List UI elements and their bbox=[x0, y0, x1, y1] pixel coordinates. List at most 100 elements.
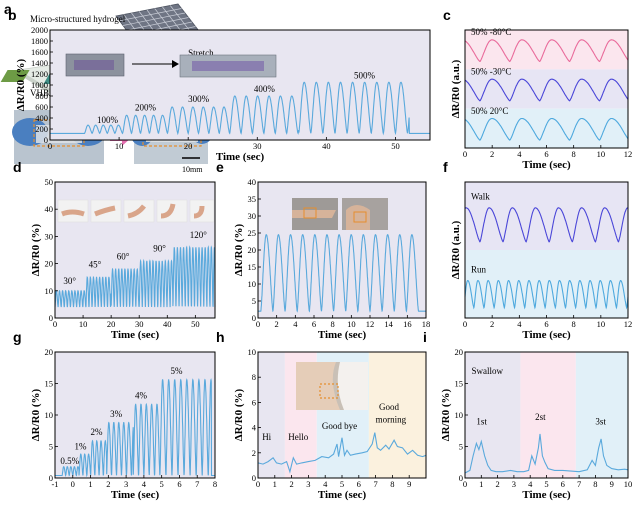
x-tick-label: 2 bbox=[289, 479, 293, 489]
plot-background bbox=[50, 30, 430, 140]
x-tick-label: 4 bbox=[142, 479, 147, 489]
region-band bbox=[520, 352, 576, 478]
annotation-label: 400% bbox=[254, 84, 276, 94]
annotation-label: morning bbox=[376, 415, 407, 425]
x-axis-title: Time (sec) bbox=[111, 489, 160, 501]
y-tick-label: 10 bbox=[455, 410, 464, 420]
y-tick-label: 40 bbox=[248, 177, 257, 187]
annotation-label: Hello bbox=[288, 432, 308, 442]
y-tick-label: 15 bbox=[248, 262, 257, 272]
hydrogel-patch bbox=[0, 70, 30, 82]
x-tick-label: 40 bbox=[322, 141, 331, 151]
y-tick-label: 30 bbox=[45, 231, 54, 241]
x-tick-label: 6 bbox=[357, 479, 361, 489]
y-tick-label: 40 bbox=[45, 204, 54, 214]
y-tick-label: 8 bbox=[252, 372, 256, 382]
annotation-label: 90° bbox=[153, 243, 166, 253]
region-band bbox=[465, 352, 521, 478]
y-tick-label: 0 bbox=[252, 473, 256, 483]
inset-photo-h bbox=[296, 362, 368, 410]
panel-b: 0 10 20 30 40 50 02004006008001000120014001600… bbox=[8, 7, 431, 163]
inset-photo-b bbox=[65, 53, 277, 78]
panel-letter: a bbox=[4, 1, 12, 17]
y-tick-label: 10 bbox=[248, 279, 257, 289]
y-tick-label: 10 bbox=[45, 410, 54, 420]
y-tick-label: 1400 bbox=[31, 58, 48, 68]
x-tick-label: 6 bbox=[544, 319, 548, 329]
y-tick-label: 5 bbox=[49, 442, 53, 452]
series-label: 50% -30°C bbox=[471, 66, 511, 76]
x-tick-label: 4 bbox=[517, 149, 522, 159]
y-tick-label: 5 bbox=[252, 296, 256, 306]
panel-f: Walk Run 0 2 4 6 8 10 12 Time (sec) ΔR/R0 (a.u.) f bbox=[443, 159, 632, 341]
region-band bbox=[575, 352, 628, 478]
annotation-label: 2st bbox=[535, 412, 546, 422]
x-axis-title: Time (sec) bbox=[522, 329, 571, 341]
x-tick-label: 7 bbox=[195, 479, 199, 489]
x-axis-title: Time (sec) bbox=[318, 329, 367, 341]
y-tick-label: 1000 bbox=[31, 80, 48, 90]
x-tick-label: 6 bbox=[561, 479, 565, 489]
x-axis-title: Time (sec) bbox=[522, 159, 571, 171]
row-band bbox=[465, 250, 628, 318]
x-tick-label: 4 bbox=[517, 319, 522, 329]
series-line bbox=[464, 117, 629, 141]
hydrogel-label: Micro-structured hydrogel bbox=[30, 14, 126, 24]
x-tick-label: 10 bbox=[347, 319, 356, 329]
x-tick-label: 20 bbox=[184, 141, 193, 151]
x-tick-label: 0 bbox=[53, 319, 57, 329]
x-tick-label: 30 bbox=[253, 141, 262, 151]
x-tick-label: 8 bbox=[390, 479, 394, 489]
x-tick-label: 10 bbox=[597, 319, 606, 329]
series-line bbox=[464, 207, 629, 243]
x-axis-title: Time (sec) bbox=[318, 489, 367, 501]
x-tick-label: 0 bbox=[256, 319, 260, 329]
x-tick-label: 10 bbox=[115, 141, 124, 151]
y-tick-label: 600 bbox=[35, 102, 48, 112]
annotation-label: 60° bbox=[117, 252, 130, 262]
x-tick-label: 50 bbox=[391, 141, 400, 151]
x-tick-label: 1 bbox=[479, 479, 483, 489]
annotation-label: 3% bbox=[110, 409, 123, 419]
x-axis-title: Time (sec) bbox=[111, 329, 160, 341]
annotation-label: 30° bbox=[63, 276, 76, 286]
x-tick-label: 8 bbox=[572, 319, 576, 329]
x-axis-title: Time (sec) bbox=[522, 489, 571, 501]
x-tick-label: 0 bbox=[256, 479, 260, 489]
x-tick-label: 8 bbox=[213, 479, 217, 489]
y-tick-label: 15 bbox=[45, 379, 54, 389]
x-tick-label: 0 bbox=[463, 319, 467, 329]
y-tick-label: 1600 bbox=[31, 47, 48, 57]
x-tick-label: 1 bbox=[88, 479, 92, 489]
x-tick-label: 12 bbox=[366, 319, 375, 329]
row-band bbox=[465, 30, 628, 70]
x-tick-label: 9 bbox=[610, 479, 614, 489]
series-label: Run bbox=[471, 264, 487, 274]
x-tick-label: 8 bbox=[593, 479, 597, 489]
x-tick-label: 10 bbox=[624, 479, 633, 489]
x-tick-label: 6 bbox=[312, 319, 316, 329]
y-tick-label: 50 bbox=[45, 177, 54, 187]
y-tick-label: 20 bbox=[45, 347, 54, 357]
y-axis-title: ΔR/R0 (%) bbox=[30, 388, 42, 441]
y-tick-label: 10 bbox=[248, 347, 257, 357]
y-tick-label: 20 bbox=[45, 259, 54, 269]
x-tick-label: 6 bbox=[544, 149, 548, 159]
y-tick-label: 0 bbox=[44, 135, 48, 145]
y-tick-label: 35 bbox=[248, 194, 257, 204]
x-tick-label: 3 bbox=[306, 479, 310, 489]
series-line bbox=[55, 377, 215, 478]
panel-letter: d bbox=[13, 159, 22, 175]
x-tick-label: 5 bbox=[544, 479, 548, 489]
x-tick-label: 18 bbox=[422, 319, 431, 329]
y-tick-label: 0 bbox=[459, 473, 463, 483]
panel-e: 0 2 4 6 8 10 12 14 16 18 0 5 10 15 20 25 30 35 40 Time (sec… bbox=[216, 159, 430, 341]
y-tick-label: 5 bbox=[459, 442, 463, 452]
x-tick-label: 7 bbox=[577, 479, 581, 489]
panel-letter: h bbox=[216, 329, 225, 345]
x-tick-label: 0 bbox=[463, 479, 467, 489]
series-line bbox=[464, 78, 629, 102]
x-tick-label: 12 bbox=[624, 149, 633, 159]
